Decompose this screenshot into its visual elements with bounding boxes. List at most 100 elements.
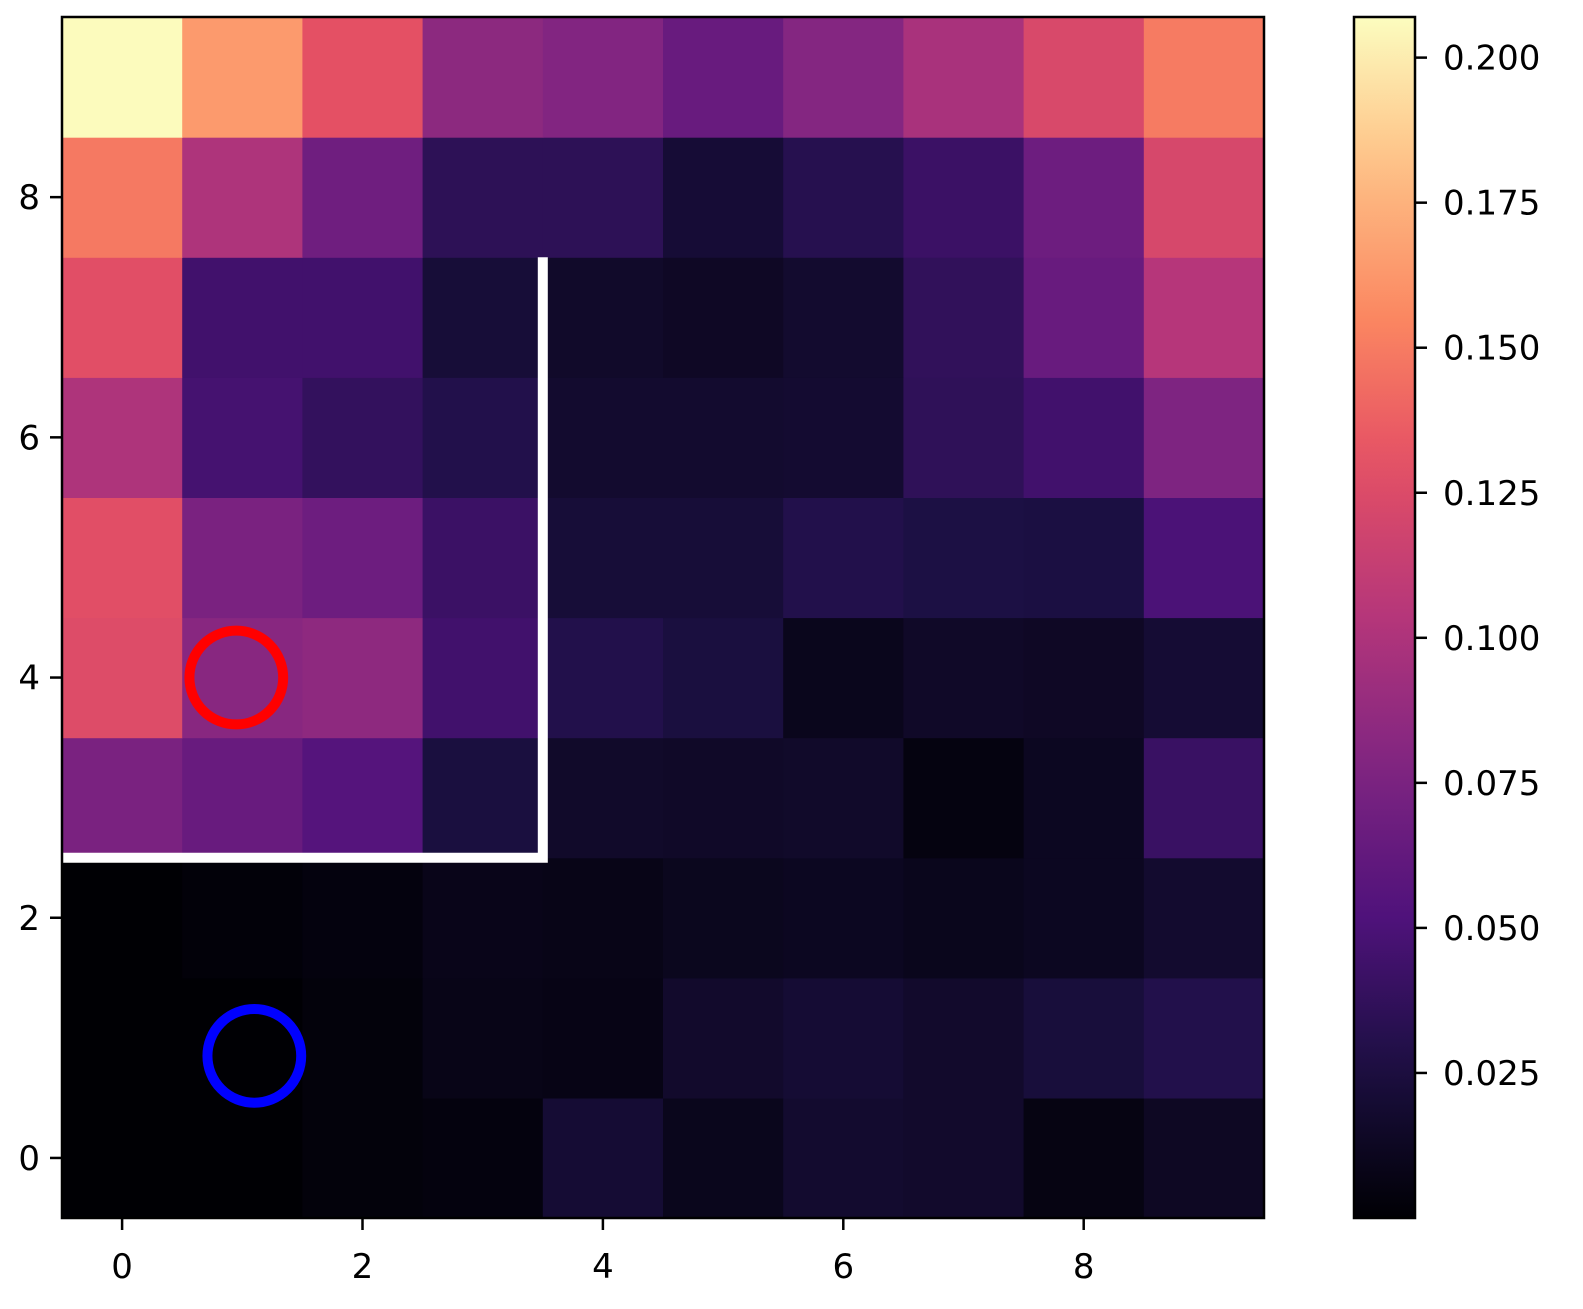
heatmap-cell [422, 377, 544, 498]
heatmap-cell [302, 1097, 424, 1219]
heatmap-cell [62, 497, 183, 619]
heatmap-cell [903, 257, 1025, 378]
heatmap-cell [62, 857, 183, 979]
y-tick-label: 0 [18, 1139, 40, 1179]
heatmap-cell [302, 617, 424, 739]
heatmap-cell [903, 17, 1025, 138]
heatmap-cell [62, 737, 183, 859]
heatmap-cell [903, 377, 1025, 498]
heatmap-cell [302, 257, 424, 378]
heatmap-cell [663, 377, 784, 498]
heatmap-overlay [62, 257, 548, 1108]
heatmap-cell [1143, 617, 1265, 739]
heatmap-cell [422, 497, 544, 619]
x-tick-label: 2 [352, 1247, 374, 1287]
heatmap-cell [302, 737, 424, 859]
heatmap-cell [542, 137, 664, 258]
heatmap-cells [62, 17, 1265, 1219]
heatmap-cell [783, 857, 904, 979]
heatmap-cell [422, 617, 544, 739]
heatmap-cell [422, 857, 544, 979]
heatmap-cell [1143, 137, 1265, 258]
heatmap-cell [783, 377, 904, 498]
heatmap-cell [62, 977, 183, 1099]
heatmap-cell [302, 17, 424, 138]
heatmap-cell [302, 857, 424, 979]
heatmap-cell [182, 1097, 303, 1219]
heatmap-cell [663, 737, 784, 859]
blue-circle-marker [202, 1003, 307, 1108]
colorbar-axis: 0.025 0.050 0.075 0.100 0.125 0.150 0.175 0.200 [1415, 39, 1540, 1094]
heatmap-cell [542, 737, 664, 859]
heatmap-cell [182, 17, 303, 138]
heatmap-cell [1023, 137, 1145, 258]
heatmap-cell [903, 137, 1025, 258]
heatmap-cell [1143, 737, 1265, 859]
heatmap-cell [182, 497, 303, 619]
heatmap-cell [903, 977, 1025, 1099]
heatmap-cell [1143, 497, 1265, 619]
heatmap-cell [182, 377, 303, 498]
heatmap-cell [903, 737, 1025, 859]
colorbar-tick-label: 0.100 [1443, 619, 1540, 659]
heatmap-cell [1143, 257, 1265, 378]
heatmap-cell [1023, 257, 1145, 378]
colorbar-tick-label: 0.125 [1443, 474, 1540, 514]
x-tick-label: 6 [832, 1247, 854, 1287]
y-tick-label: 4 [18, 659, 40, 699]
heatmap-cell [1023, 857, 1145, 979]
heatmap-cell [542, 377, 664, 498]
x-tick-label: 4 [592, 1247, 614, 1287]
y-axis: 0 2 4 6 8 [18, 178, 62, 1179]
heatmap-cell [1023, 17, 1145, 138]
heatmap-cell [302, 497, 424, 619]
heatmap-cell [422, 737, 544, 859]
wall-line [62, 257, 548, 863]
heatmap-cell [1143, 857, 1265, 979]
heatmap-cell [542, 497, 664, 619]
heatmap-cell [542, 257, 664, 378]
heatmap-cell [1143, 377, 1265, 498]
colorbar-tick-label: 0.050 [1443, 909, 1540, 949]
heatmap-cell [783, 977, 904, 1099]
colorbar [1352, 15, 1417, 1220]
heatmap-cell [422, 977, 544, 1099]
heatmap-cell [783, 1097, 904, 1219]
heatmap-cell [1023, 977, 1145, 1099]
heatmap-cell [62, 137, 183, 258]
heatmap-cell [422, 137, 544, 258]
heatmap-cell [1023, 617, 1145, 739]
heatmap-cell [1023, 1097, 1145, 1219]
heatmap-cell [1143, 977, 1265, 1099]
heatmap-cell [1023, 377, 1145, 498]
heatmap-cell [542, 977, 664, 1099]
heatmap-cell [783, 17, 904, 138]
heatmap-cell [542, 1097, 664, 1219]
heatmap-cell [182, 857, 303, 979]
heatmap-cell [903, 857, 1025, 979]
heatmap-cell [663, 137, 784, 258]
heatmap-cell [1023, 497, 1145, 619]
heatmap-cell [542, 17, 664, 138]
heatmap-cell [663, 257, 784, 378]
heatmap-cell [663, 857, 784, 979]
plot-frame [60, 15, 1266, 1220]
heatmap-cell [422, 1097, 544, 1219]
colorbar-tick-label: 0.150 [1443, 329, 1540, 369]
colorbar-tick-label: 0.075 [1443, 764, 1540, 804]
colorbar-tick-label: 0.200 [1443, 39, 1540, 79]
heatmap-cell [903, 1097, 1025, 1219]
heatmap-cell [62, 17, 183, 138]
heatmap-cell [903, 617, 1025, 739]
x-tick-label: 8 [1073, 1247, 1095, 1287]
heatmap-cell [783, 497, 904, 619]
heatmap-cell [62, 377, 183, 498]
x-axis: 0 2 4 6 8 [111, 1218, 1095, 1287]
heatmap-cell [62, 1097, 183, 1219]
heatmap-cell [1143, 1097, 1265, 1219]
heatmap-cell [663, 977, 784, 1099]
heatmap-cell [62, 257, 183, 378]
heatmap-cell [783, 257, 904, 378]
red-circle-marker [184, 625, 289, 730]
